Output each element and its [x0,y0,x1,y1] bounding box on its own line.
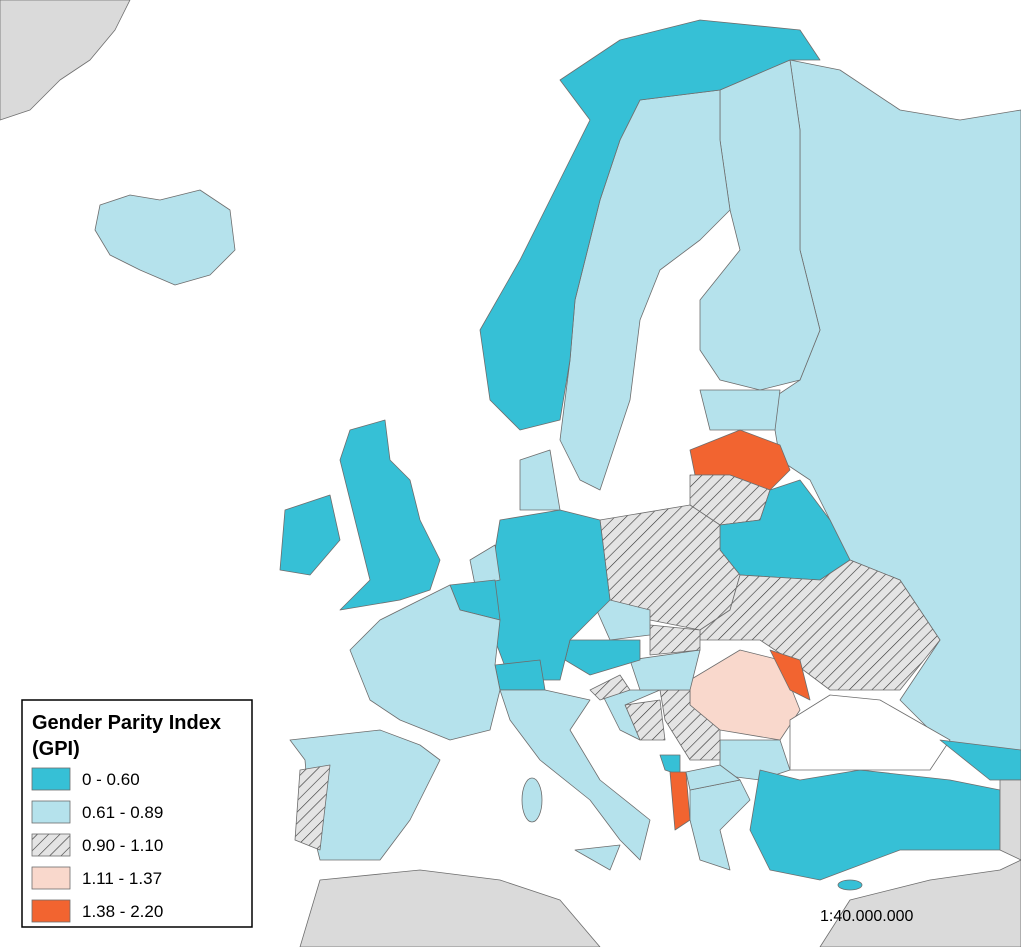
scale-text: 1:40.000.000 [820,908,914,925]
legend-title: Gender Parity Index [32,712,221,734]
legend-label: 0.61 - 0.89 [82,803,163,822]
legend-swatch [31,800,71,824]
legend-swatch [31,833,71,857]
legend-label: 1.38 - 2.20 [82,902,163,921]
legend-title: (GPI) [32,738,80,760]
legend-swatch [31,767,71,791]
legend-swatch [31,866,71,890]
legend-swatch [31,899,71,923]
legend-label: 1.11 - 1.37 [82,869,162,888]
legend-label: 0 - 0.60 [82,770,140,789]
legend: Gender Parity Index (GPI) 0 - 0.60 0.61 -… [21,699,253,928]
legend-label: 0.90 - 1.10 [82,836,163,855]
